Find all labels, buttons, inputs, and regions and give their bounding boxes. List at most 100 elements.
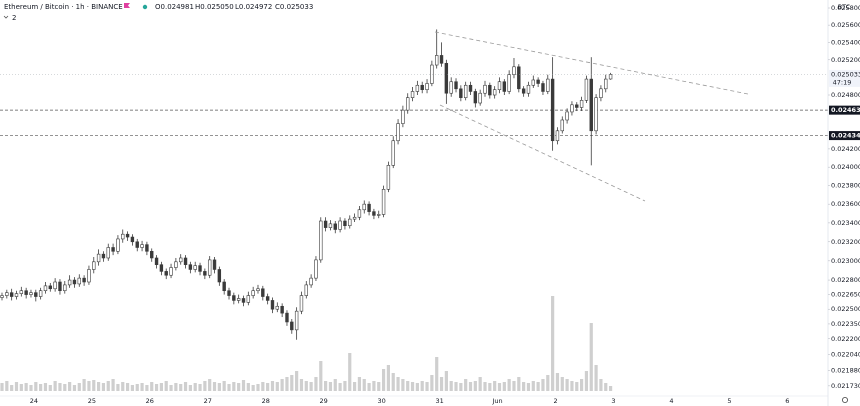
volume-bar xyxy=(570,381,574,391)
volume-bar xyxy=(449,381,453,391)
candle-body xyxy=(314,259,318,279)
candle-body xyxy=(357,209,362,218)
symbol-title: Ethereum / Bitcoin · 1h · BINANCE xyxy=(4,3,123,11)
volume-bar xyxy=(362,379,366,391)
candle-body xyxy=(463,84,468,98)
x-tick-label: 31 xyxy=(435,397,443,405)
volume-bar xyxy=(551,296,555,391)
volume-bar xyxy=(464,379,468,391)
volume-bar xyxy=(145,385,149,391)
volume-bar xyxy=(377,382,381,391)
volume-bar xyxy=(546,375,550,391)
candle-body xyxy=(140,244,144,248)
volume-bar xyxy=(314,377,318,391)
candle-body xyxy=(217,269,222,283)
volume-bar xyxy=(222,381,226,391)
candle-body xyxy=(333,223,337,230)
candle-body xyxy=(348,218,352,227)
volume-bar xyxy=(10,385,14,391)
settings-icon[interactable] xyxy=(841,396,849,404)
y-tick-label: 0.023400 xyxy=(831,219,860,227)
candle-body xyxy=(599,88,603,98)
volume-bar xyxy=(560,377,564,391)
volume-bar xyxy=(198,384,202,391)
candle-body xyxy=(541,83,545,92)
candle-body xyxy=(87,269,91,283)
volume-bar xyxy=(58,383,62,391)
x-tick-label: 25 xyxy=(88,397,96,405)
candle-body xyxy=(169,267,173,276)
volume-bar xyxy=(555,373,560,391)
candle-body xyxy=(280,305,284,314)
y-tick-label: 0.021880 xyxy=(831,367,860,375)
candle-body xyxy=(492,89,497,96)
volume-bar xyxy=(608,386,613,391)
volume-bar xyxy=(430,375,434,391)
candle-body xyxy=(67,279,72,286)
candle-body xyxy=(294,310,299,331)
volume-bar xyxy=(493,381,497,391)
candle-body xyxy=(430,64,434,84)
candle-body xyxy=(454,81,458,90)
candle-body xyxy=(338,220,342,230)
volume-bar xyxy=(68,382,72,391)
candle-body xyxy=(159,264,164,272)
ohlc-value: L0.024972 xyxy=(235,3,272,11)
y-tick-label: 0.022500 xyxy=(831,305,860,313)
flag-icon[interactable] xyxy=(124,3,130,8)
volume-bar xyxy=(188,385,192,391)
y-tick-label: 0.023600 xyxy=(831,200,860,208)
candle-body xyxy=(439,55,444,64)
volume-bar xyxy=(256,384,260,391)
candle-body xyxy=(323,220,328,228)
candle-body xyxy=(63,284,67,292)
volume-bar xyxy=(444,371,448,391)
volume-bar xyxy=(410,382,415,391)
candle-body xyxy=(227,290,231,296)
candle-body xyxy=(415,84,420,92)
volume-bar xyxy=(251,385,255,391)
volume-bar xyxy=(82,379,86,391)
volume-bar xyxy=(357,377,362,391)
countdown: 47:19 xyxy=(833,78,852,86)
volume-bar xyxy=(367,383,371,391)
y-tick-label: 0.025600 xyxy=(831,21,860,29)
volume-bar xyxy=(101,383,106,391)
volume-bar xyxy=(29,385,33,391)
y-tick-label: 0.022800 xyxy=(831,276,860,284)
volume-bar xyxy=(439,377,444,391)
candle-body xyxy=(425,83,429,90)
candle-body xyxy=(48,285,53,290)
candle-body xyxy=(381,188,386,215)
volume-bar xyxy=(63,384,67,391)
volume-bar xyxy=(406,381,410,391)
indicator-count[interactable]: 2 xyxy=(12,14,16,22)
candle-body xyxy=(261,288,265,297)
collapse-icon[interactable] xyxy=(3,15,9,19)
volume-bar xyxy=(34,382,38,391)
candle-body xyxy=(579,100,584,108)
candle-body xyxy=(512,66,516,75)
volume-bar xyxy=(526,383,531,391)
volume-bar xyxy=(169,385,173,391)
candle-body xyxy=(179,257,183,263)
candle-body xyxy=(377,214,381,216)
volume-bar xyxy=(121,382,125,391)
lower-trendline xyxy=(439,104,646,202)
volume-bar xyxy=(295,371,299,391)
candle-body xyxy=(560,119,564,132)
candle-body xyxy=(232,295,236,301)
volume-bar xyxy=(531,381,535,391)
volume-bar xyxy=(135,384,139,391)
y-tick-label: 0.025400 xyxy=(831,38,860,46)
candle-body xyxy=(343,220,347,227)
candle-body xyxy=(29,292,33,295)
y-tick-label: 0.022200 xyxy=(831,335,860,343)
price-axis xyxy=(828,0,860,406)
candle-body xyxy=(174,261,178,268)
x-tick-label: 26 xyxy=(146,397,154,405)
candle-body xyxy=(183,257,188,265)
volume-bar xyxy=(183,382,188,391)
candle-body xyxy=(488,84,492,96)
volume-bar xyxy=(111,379,115,391)
